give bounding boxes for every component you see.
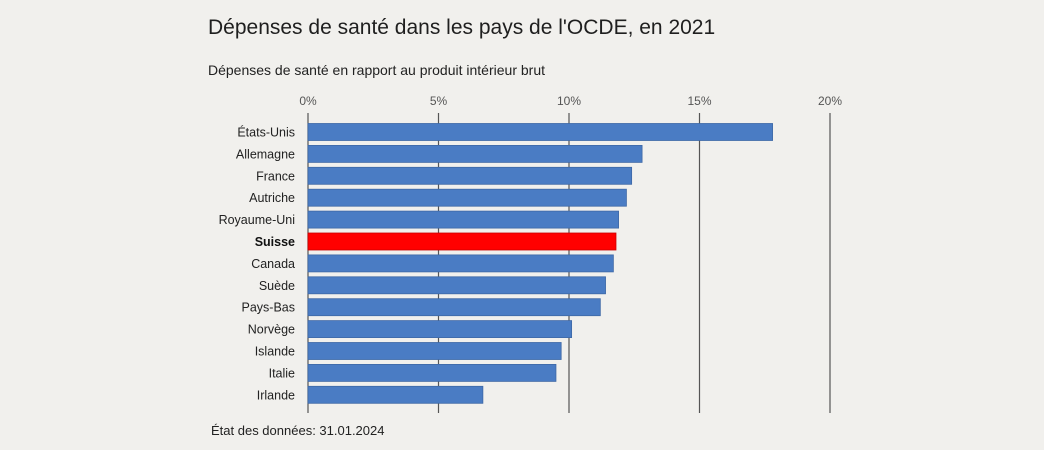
category-label: Norvège bbox=[248, 323, 295, 337]
category-label: Canada bbox=[251, 257, 295, 271]
category-label: Islande bbox=[255, 345, 295, 359]
bar bbox=[307, 298, 601, 317]
category-label: Autriche bbox=[249, 191, 295, 205]
x-tick-label: 15% bbox=[687, 94, 711, 108]
bar bbox=[307, 210, 619, 229]
x-tick-label: 5% bbox=[430, 94, 448, 108]
category-label: Suisse bbox=[255, 235, 295, 249]
chart-subtitle: Dépenses de santé en rapport au produit … bbox=[208, 62, 545, 78]
bar bbox=[307, 342, 562, 360]
bar bbox=[307, 166, 633, 185]
category-label: Pays-Bas bbox=[242, 301, 296, 315]
bars bbox=[307, 123, 773, 404]
bar bbox=[307, 385, 484, 404]
category-label: Italie bbox=[269, 366, 295, 380]
category-label: États-Unis bbox=[237, 125, 295, 140]
bar bbox=[307, 188, 627, 207]
bar bbox=[307, 254, 614, 273]
bar bbox=[307, 123, 773, 141]
bar bbox=[307, 144, 643, 163]
bar-highlighted bbox=[307, 232, 617, 251]
bar bbox=[307, 276, 606, 295]
chart-title: Dépenses de santé dans les pays de l'OCD… bbox=[208, 16, 716, 39]
category-label: France bbox=[256, 169, 295, 183]
x-tick-label: 10% bbox=[557, 94, 581, 108]
category-label: Royaume-Uni bbox=[219, 213, 295, 227]
x-tick-label: 0% bbox=[299, 94, 317, 108]
bar bbox=[307, 363, 557, 382]
tick-labels: 0% 5% 10% 15% 20% bbox=[299, 94, 842, 108]
data-date-note: État des données: 31.01.2024 bbox=[211, 423, 385, 438]
category-label: Suède bbox=[259, 279, 295, 293]
bar bbox=[307, 320, 573, 339]
x-tick-label: 20% bbox=[818, 94, 842, 108]
category-label: Allemagne bbox=[236, 147, 295, 161]
category-labels: États-Unis Allemagne France Autriche Royaume… bbox=[219, 125, 295, 403]
category-label: Irlande bbox=[257, 388, 295, 402]
